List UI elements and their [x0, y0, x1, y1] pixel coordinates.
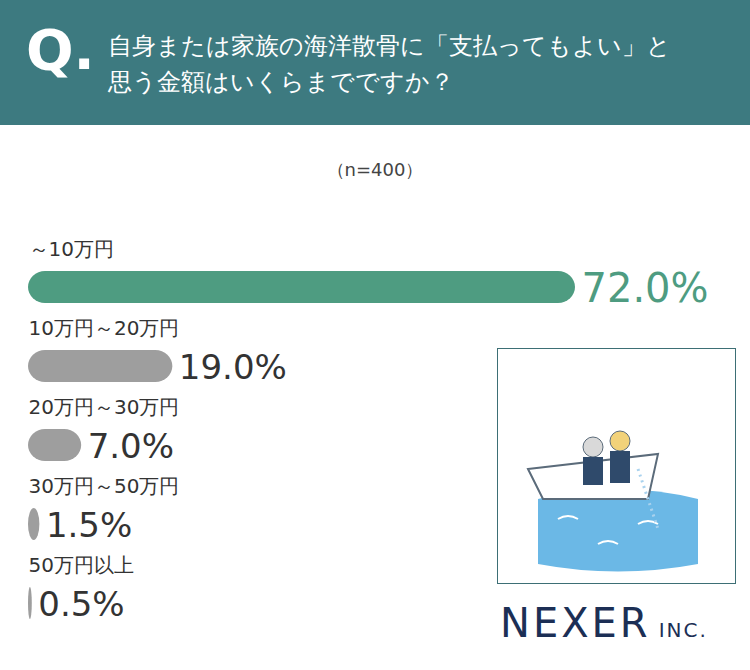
- html-text:NEXER INC.: NEXER INC.: [500, 600, 708, 646]
- svg-text:0.5%: 0.5%: [38, 584, 124, 624]
- svg-text:30万円～50万円: 30万円～50万円: [29, 474, 180, 498]
- svg-text:10万円～20万円: 10万円～20万円: [29, 316, 180, 340]
- svg-text:19.0%: 19.0%: [179, 347, 287, 387]
- svg-text:72.0%: 72.0%: [582, 265, 709, 311]
- html-text:（n=400）: （n=400）: [326, 159, 424, 180]
- html-text:Q.: Q.: [26, 17, 95, 82]
- svg-text:20万円～30万円: 20万円～30万円: [29, 395, 180, 419]
- html-text:自身または家族の海洋散骨に「支払ってもよい」と思う金額はいく: 自身または家族の海洋散骨に「支払ってもよい」と思う金額はいくらまでですか？: [108, 32, 671, 96]
- svg-text:7.0%: 7.0%: [88, 426, 174, 466]
- svg-text:50万円以上: 50万円以上: [29, 553, 134, 577]
- svg-text:～10万円: ～10万円: [29, 237, 114, 261]
- svg-text:1.5%: 1.5%: [46, 505, 132, 545]
